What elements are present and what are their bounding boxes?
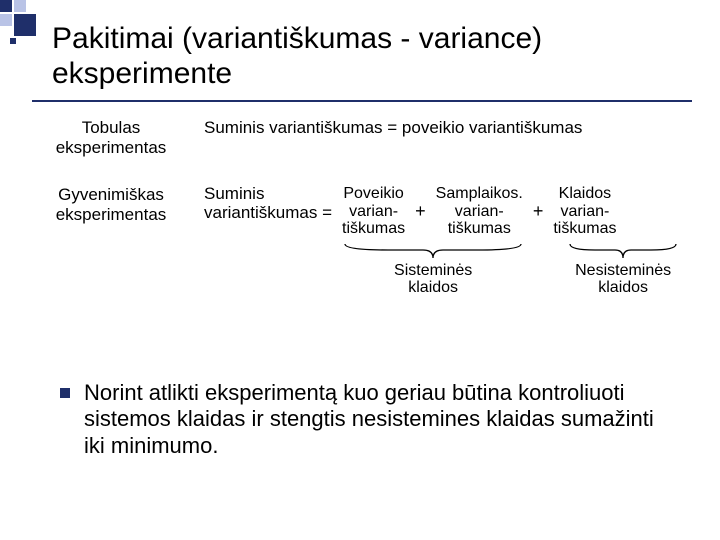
bracket-row: Sisteminėsklaidos Nesisteminėsklaidos [336,242,696,297]
deco-square [14,14,36,36]
plus-icon: + [527,201,550,222]
bracket-label-nonsystematic: Nesisteminėsklaidos [550,262,696,297]
bracket-nonsystematic: Nesisteminėsklaidos [550,242,696,297]
deco-square [10,38,16,44]
deco-square [0,0,12,12]
plus-icon: + [409,201,432,222]
term-error: Klaidosvarian-tiškumas [549,185,620,238]
bullet-square-icon [60,388,70,398]
row-label-perfect: Tobulas eksperimentas [36,118,186,157]
deco-square [14,0,26,12]
slide-title: Pakitimai (variantiškumas - variance) ek… [52,22,720,91]
term-effect: Poveikiovarian-tiškumas [338,185,409,238]
bracket-systematic: Sisteminėsklaidos [336,242,530,297]
bullet-text: Norint atlikti eksperimentą kuo geriau b… [84,380,670,459]
equation-real-rhs: Poveikiovarian-tiškumas + Samplaikos.var… [338,185,620,238]
equation-perfect: Suminis variantiškumas = poveikio varian… [204,118,582,138]
curly-brace-icon [343,242,523,260]
row-label-real: Gyvenimiškas eksperimentas [36,185,186,224]
deco-square [0,14,12,26]
title-underline [32,100,692,102]
curly-brace-icon [568,242,678,260]
equation-row-real: Gyvenimiškas eksperimentas Suminisvarian… [36,185,696,238]
bullet-item: Norint atlikti eksperimentą kuo geriau b… [60,380,670,459]
term-interaction: Samplaikos.varian-tiškumas [432,185,527,238]
bracket-label-systematic: Sisteminėsklaidos [336,262,530,297]
slide-content: Tobulas eksperimentas Suminis variantišk… [36,118,696,297]
equation-row-perfect: Tobulas eksperimentas Suminis variantišk… [36,118,696,157]
corner-decoration [0,0,60,42]
equation-real-lhs: Suminisvariantiškumas = [204,185,332,222]
